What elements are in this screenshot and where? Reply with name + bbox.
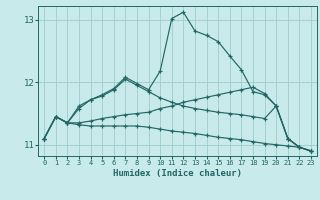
X-axis label: Humidex (Indice chaleur): Humidex (Indice chaleur) — [113, 169, 242, 178]
